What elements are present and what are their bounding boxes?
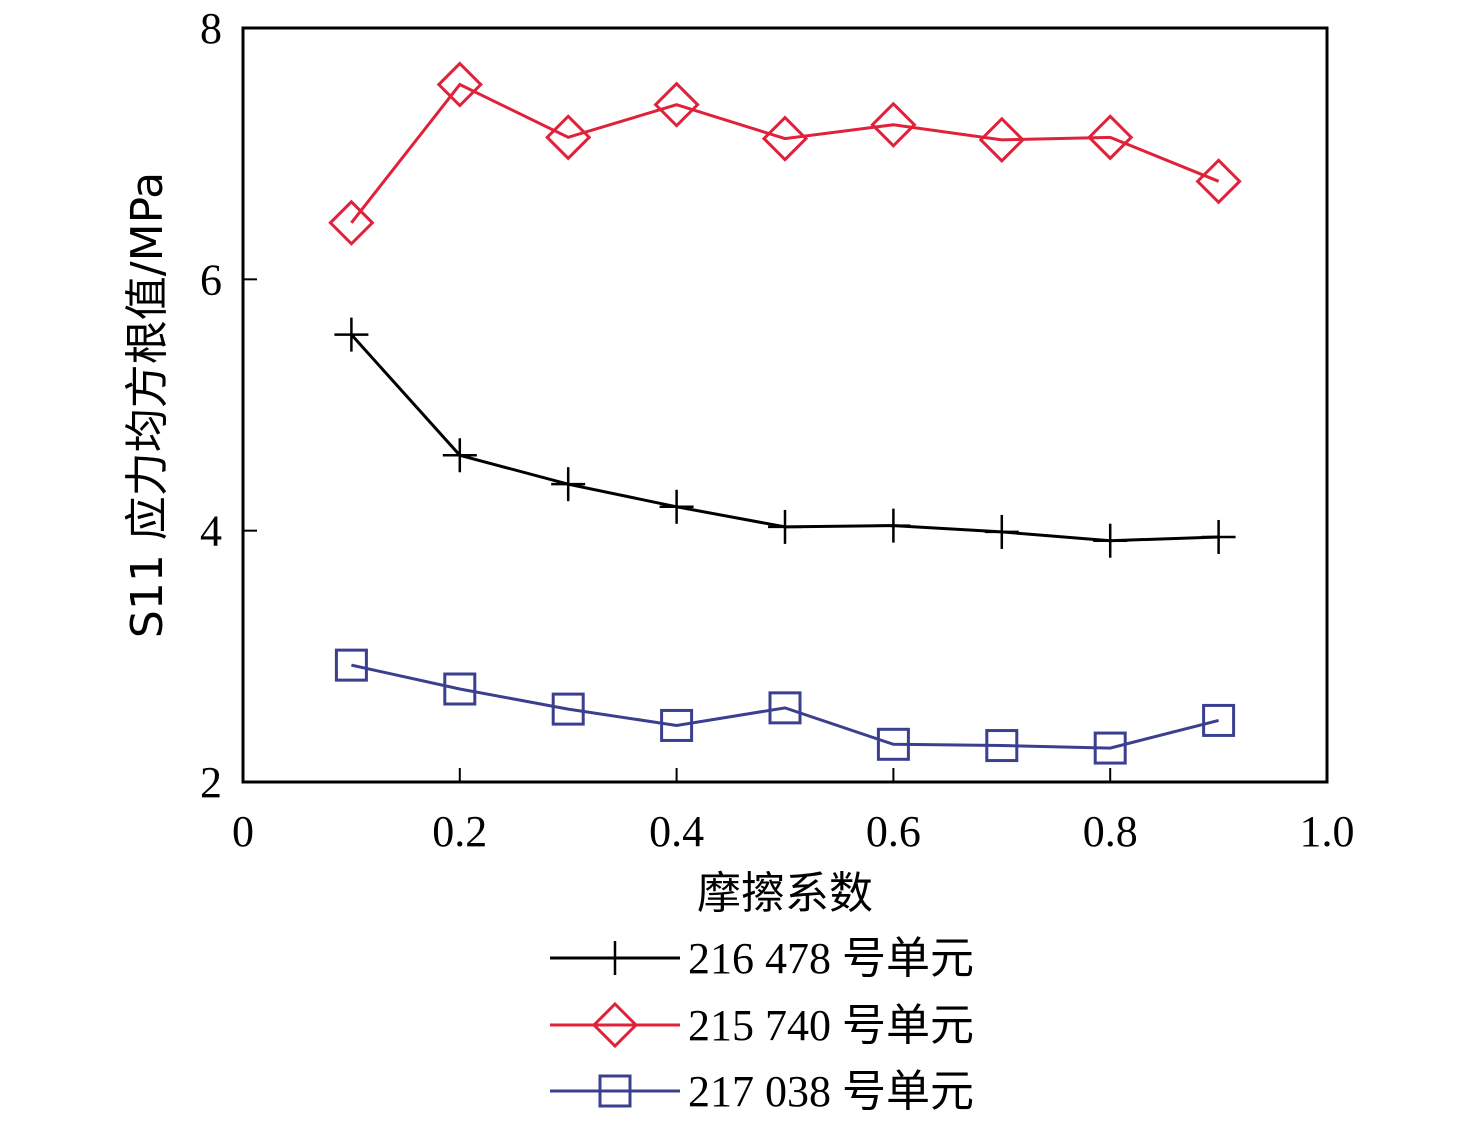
- series-1: [328, 61, 1242, 246]
- data-point: [876, 727, 910, 761]
- data-point: [978, 116, 1025, 163]
- x-tick-label: 1.0: [1300, 807, 1355, 856]
- x-tick-label: 0.2: [432, 807, 487, 856]
- data-point: [328, 199, 375, 246]
- series-line: [350, 333, 1219, 543]
- data-point: [984, 514, 1019, 549]
- legend-marker: [591, 1001, 639, 1049]
- y-axis: 2 4 6 8: [200, 4, 257, 807]
- data-point: [1201, 519, 1236, 554]
- data-point: [1093, 731, 1127, 765]
- data-point: [876, 508, 911, 543]
- data-point: [334, 648, 368, 682]
- y-tick-label: 4: [200, 507, 222, 556]
- data-point: [870, 101, 917, 148]
- data-point: [443, 672, 477, 706]
- legend-label: 216 478 号单元: [688, 934, 974, 983]
- legend: 216 478 号单元 215 740 号单元 217 038 号单元: [550, 934, 974, 1116]
- x-axis-label: 摩擦系数: [697, 868, 873, 919]
- x-tick-label: 0.4: [649, 807, 704, 856]
- plot-frame: [241, 26, 1329, 784]
- series-0: [334, 317, 1236, 558]
- y-tick-label: 8: [200, 4, 222, 53]
- data-point: [761, 115, 809, 162]
- data-point: [436, 61, 483, 108]
- legend-item: 215 740 号单元: [550, 1001, 974, 1050]
- y-tick-label: 2: [200, 758, 222, 807]
- data-point: [442, 438, 477, 473]
- legend-item: 216 478 号单元: [550, 934, 974, 983]
- legend-item: 217 038 号单元: [550, 1067, 974, 1116]
- y-tick-label: 6: [200, 255, 222, 304]
- x-tick-label: 0.8: [1083, 807, 1138, 856]
- data-point: [545, 114, 592, 161]
- y-axis-label: S11 应力均方根值/MPa: [122, 172, 173, 638]
- data-point: [1087, 114, 1134, 161]
- series-line: [351, 663, 1219, 750]
- data-point: [1195, 158, 1242, 205]
- data-point: [551, 467, 586, 502]
- legend-marker: [598, 1074, 632, 1108]
- data-point: [768, 691, 802, 725]
- x-axis: 0 0.2 0.4 0.6 0.8 1.0: [232, 768, 1355, 856]
- data-point: [1202, 703, 1236, 737]
- legend-marker: [598, 941, 632, 975]
- data-point: [551, 692, 585, 726]
- x-tick-label: 0: [232, 807, 254, 856]
- legend-label: 217 038 号单元: [688, 1067, 974, 1116]
- data-point: [334, 317, 369, 352]
- data-point: [660, 708, 694, 742]
- x-tick-label: 0.6: [866, 807, 921, 856]
- series-layer: [328, 61, 1242, 765]
- series-2: [334, 648, 1236, 765]
- legend-label: 215 740 号单元: [688, 1001, 974, 1050]
- data-point: [985, 729, 1019, 763]
- series-line: [350, 82, 1220, 224]
- data-point: [1093, 523, 1128, 558]
- data-point: [653, 81, 700, 128]
- data-point: [768, 509, 802, 544]
- data-point: [659, 489, 694, 524]
